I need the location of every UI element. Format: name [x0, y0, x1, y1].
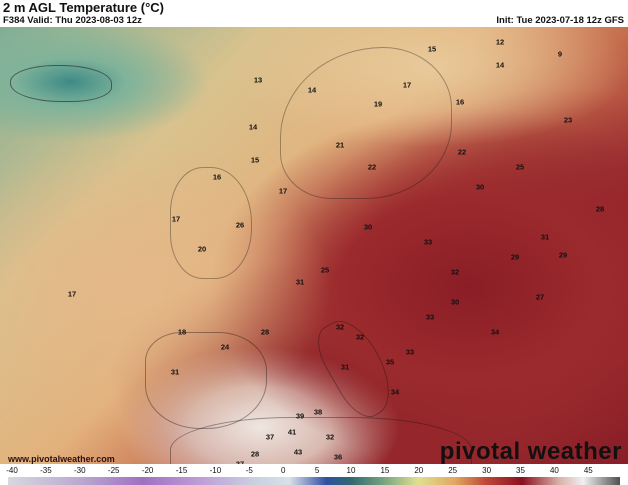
temperature-label: 34 — [390, 387, 400, 397]
temperature-label: 12 — [495, 37, 505, 47]
temperature-label: 27 — [535, 292, 545, 302]
temperature-label: 36 — [333, 452, 343, 462]
temperature-label: 43 — [293, 447, 303, 457]
temperature-label: 14 — [495, 60, 505, 70]
colorbar — [8, 477, 620, 485]
colorbar-tick-label: 15 — [380, 466, 390, 475]
temperature-label: 41 — [287, 427, 297, 437]
colorbar-tick-label: 30 — [482, 466, 492, 475]
temperature-label: 15 — [427, 44, 437, 54]
temperature-label: 17 — [402, 80, 412, 90]
colorbar-tick-label: -10 — [209, 466, 222, 475]
watermark-url: www.pivotalweather.com — [8, 454, 115, 464]
temperature-label: 33 — [423, 237, 433, 247]
colorbar-tick-label: 25 — [448, 466, 458, 475]
temperature-label: 29 — [558, 250, 568, 260]
temperature-label: 37 — [265, 432, 275, 442]
temperature-map[interactable]: 15 12 9 13 14 19 17 16 14 21 23 14 15 22 17 16 17 22 25 30 3… — [0, 27, 628, 464]
temperature-label: 28 — [260, 327, 270, 337]
colorbar-tick-label: -5 — [245, 466, 253, 475]
temperature-label: 28 — [595, 204, 605, 214]
temperature-label: 15 — [250, 155, 260, 165]
temperature-label: 16 — [455, 97, 465, 107]
temperature-label: 9 — [557, 49, 563, 59]
colorbar-tick-label: 45 — [583, 466, 593, 475]
colorbar-tick-label: -30 — [74, 466, 86, 475]
temperature-label: 18 — [177, 327, 187, 337]
temperature-label: 17 — [278, 186, 288, 196]
colorbar-tick-label: -15 — [175, 466, 188, 475]
colorbar-tick-label: -35 — [40, 466, 52, 475]
temperature-label: 17 — [67, 289, 77, 299]
temperature-label: 17 — [171, 214, 181, 224]
temperature-label: 32 — [355, 332, 365, 342]
temperature-label: 32 — [335, 322, 345, 332]
temperature-label: 37 — [235, 459, 245, 465]
map-title: 2 m AGL Temperature (°C) — [3, 0, 164, 15]
temperature-label: 20 — [197, 244, 207, 254]
init-time: Init: Tue 2023-07-18 12z GFS — [496, 15, 624, 26]
temperature-label: 28 — [250, 449, 260, 459]
north-africa-outline — [170, 417, 472, 464]
colorbar-tick-label: -20 — [141, 466, 154, 475]
temperature-label: 23 — [563, 115, 573, 125]
colorbar-tick-label: 5 — [314, 466, 320, 475]
temperature-label: 22 — [457, 147, 467, 157]
temperature-label: 32 — [325, 432, 335, 442]
brand-logo: pivotal weather — [439, 438, 622, 465]
temperature-label: 34 — [490, 327, 500, 337]
temperature-label: 21 — [335, 140, 345, 150]
valid-time: F384 Valid: Thu 2023-08-03 12z — [3, 15, 142, 26]
temperature-label: 30 — [450, 297, 460, 307]
colorbar-tick-label: 10 — [346, 466, 356, 475]
colorbar-tick-label: 35 — [516, 466, 525, 475]
colorbar-tick-label: 0 — [280, 466, 286, 475]
scandinavia-outline — [280, 47, 452, 199]
temperature-label: 31 — [540, 232, 550, 242]
temperature-label: 14 — [248, 122, 258, 132]
temperature-label: 39 — [295, 411, 305, 421]
british-isles-outline — [170, 167, 252, 279]
temperature-label: 13 — [253, 75, 263, 85]
temperature-label: 30 — [363, 222, 373, 232]
header: 2 m AGL Temperature (°C) F384 Valid: Thu… — [0, 0, 628, 27]
temperature-label: 24 — [220, 342, 230, 352]
temperature-label: 31 — [340, 362, 350, 372]
iceland-outline — [10, 65, 112, 102]
iberia-outline — [145, 332, 267, 429]
temperature-label: 30 — [475, 182, 485, 192]
temperature-label: 25 — [320, 265, 330, 275]
temperature-label: 16 — [212, 172, 222, 182]
colorbar-tick-label: 20 — [414, 466, 424, 475]
temperature-label: 22 — [367, 162, 377, 172]
colorbar-tick-labels: -40 -35 -30 -25 -20 -15 -10 -5 0 5 10 15 20 25 30 35 40 4… — [0, 465, 628, 476]
temperature-label: 25 — [515, 162, 525, 172]
colorbar-tick-label: -40 — [6, 466, 18, 475]
temperature-label: 33 — [405, 347, 415, 357]
temperature-label: 26 — [235, 220, 245, 230]
temperature-label: 35 — [385, 357, 395, 367]
temperature-label: 33 — [425, 312, 435, 322]
italy-outline — [307, 310, 405, 426]
temperature-label: 31 — [295, 277, 305, 287]
temperature-label: 38 — [313, 407, 323, 417]
colorbar-tick-label: 40 — [549, 466, 559, 475]
temperature-label: 31 — [170, 367, 180, 377]
temperature-label: 14 — [307, 85, 317, 95]
temperature-label: 32 — [450, 267, 460, 277]
colorbar-tick-label: -25 — [107, 466, 120, 475]
temperature-label: 29 — [510, 252, 520, 262]
temperature-label: 19 — [373, 99, 383, 109]
